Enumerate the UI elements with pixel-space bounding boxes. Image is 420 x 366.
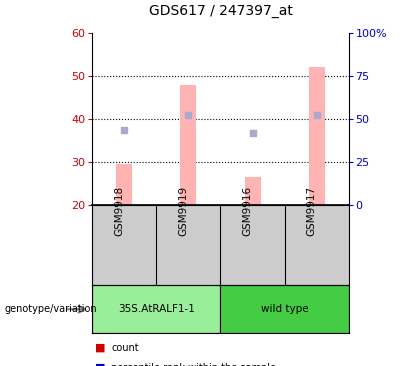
Text: GSM9918: GSM9918 [114, 186, 124, 236]
Text: GSM9916: GSM9916 [242, 186, 252, 236]
Bar [116, 164, 132, 205]
Text: GDS617 / 247397_at: GDS617 / 247397_at [149, 4, 292, 18]
Point [185, 112, 192, 117]
Text: ■: ■ [94, 343, 105, 353]
Bar [181, 85, 197, 205]
Bar [309, 67, 325, 205]
Point [249, 130, 256, 136]
Bar [220, 285, 349, 333]
Bar [92, 285, 221, 333]
Text: count: count [111, 343, 139, 353]
Point [121, 127, 128, 132]
Text: GSM9917: GSM9917 [307, 186, 317, 236]
Text: 35S.AtRALF1-1: 35S.AtRALF1-1 [118, 304, 195, 314]
Text: GSM9919: GSM9919 [178, 186, 189, 236]
Text: ■: ■ [94, 363, 105, 366]
Text: genotype/variation: genotype/variation [4, 304, 97, 314]
Text: wild type: wild type [261, 304, 308, 314]
Text: percentile rank within the sample: percentile rank within the sample [111, 363, 276, 366]
Bar [244, 177, 260, 205]
Point [313, 112, 320, 117]
